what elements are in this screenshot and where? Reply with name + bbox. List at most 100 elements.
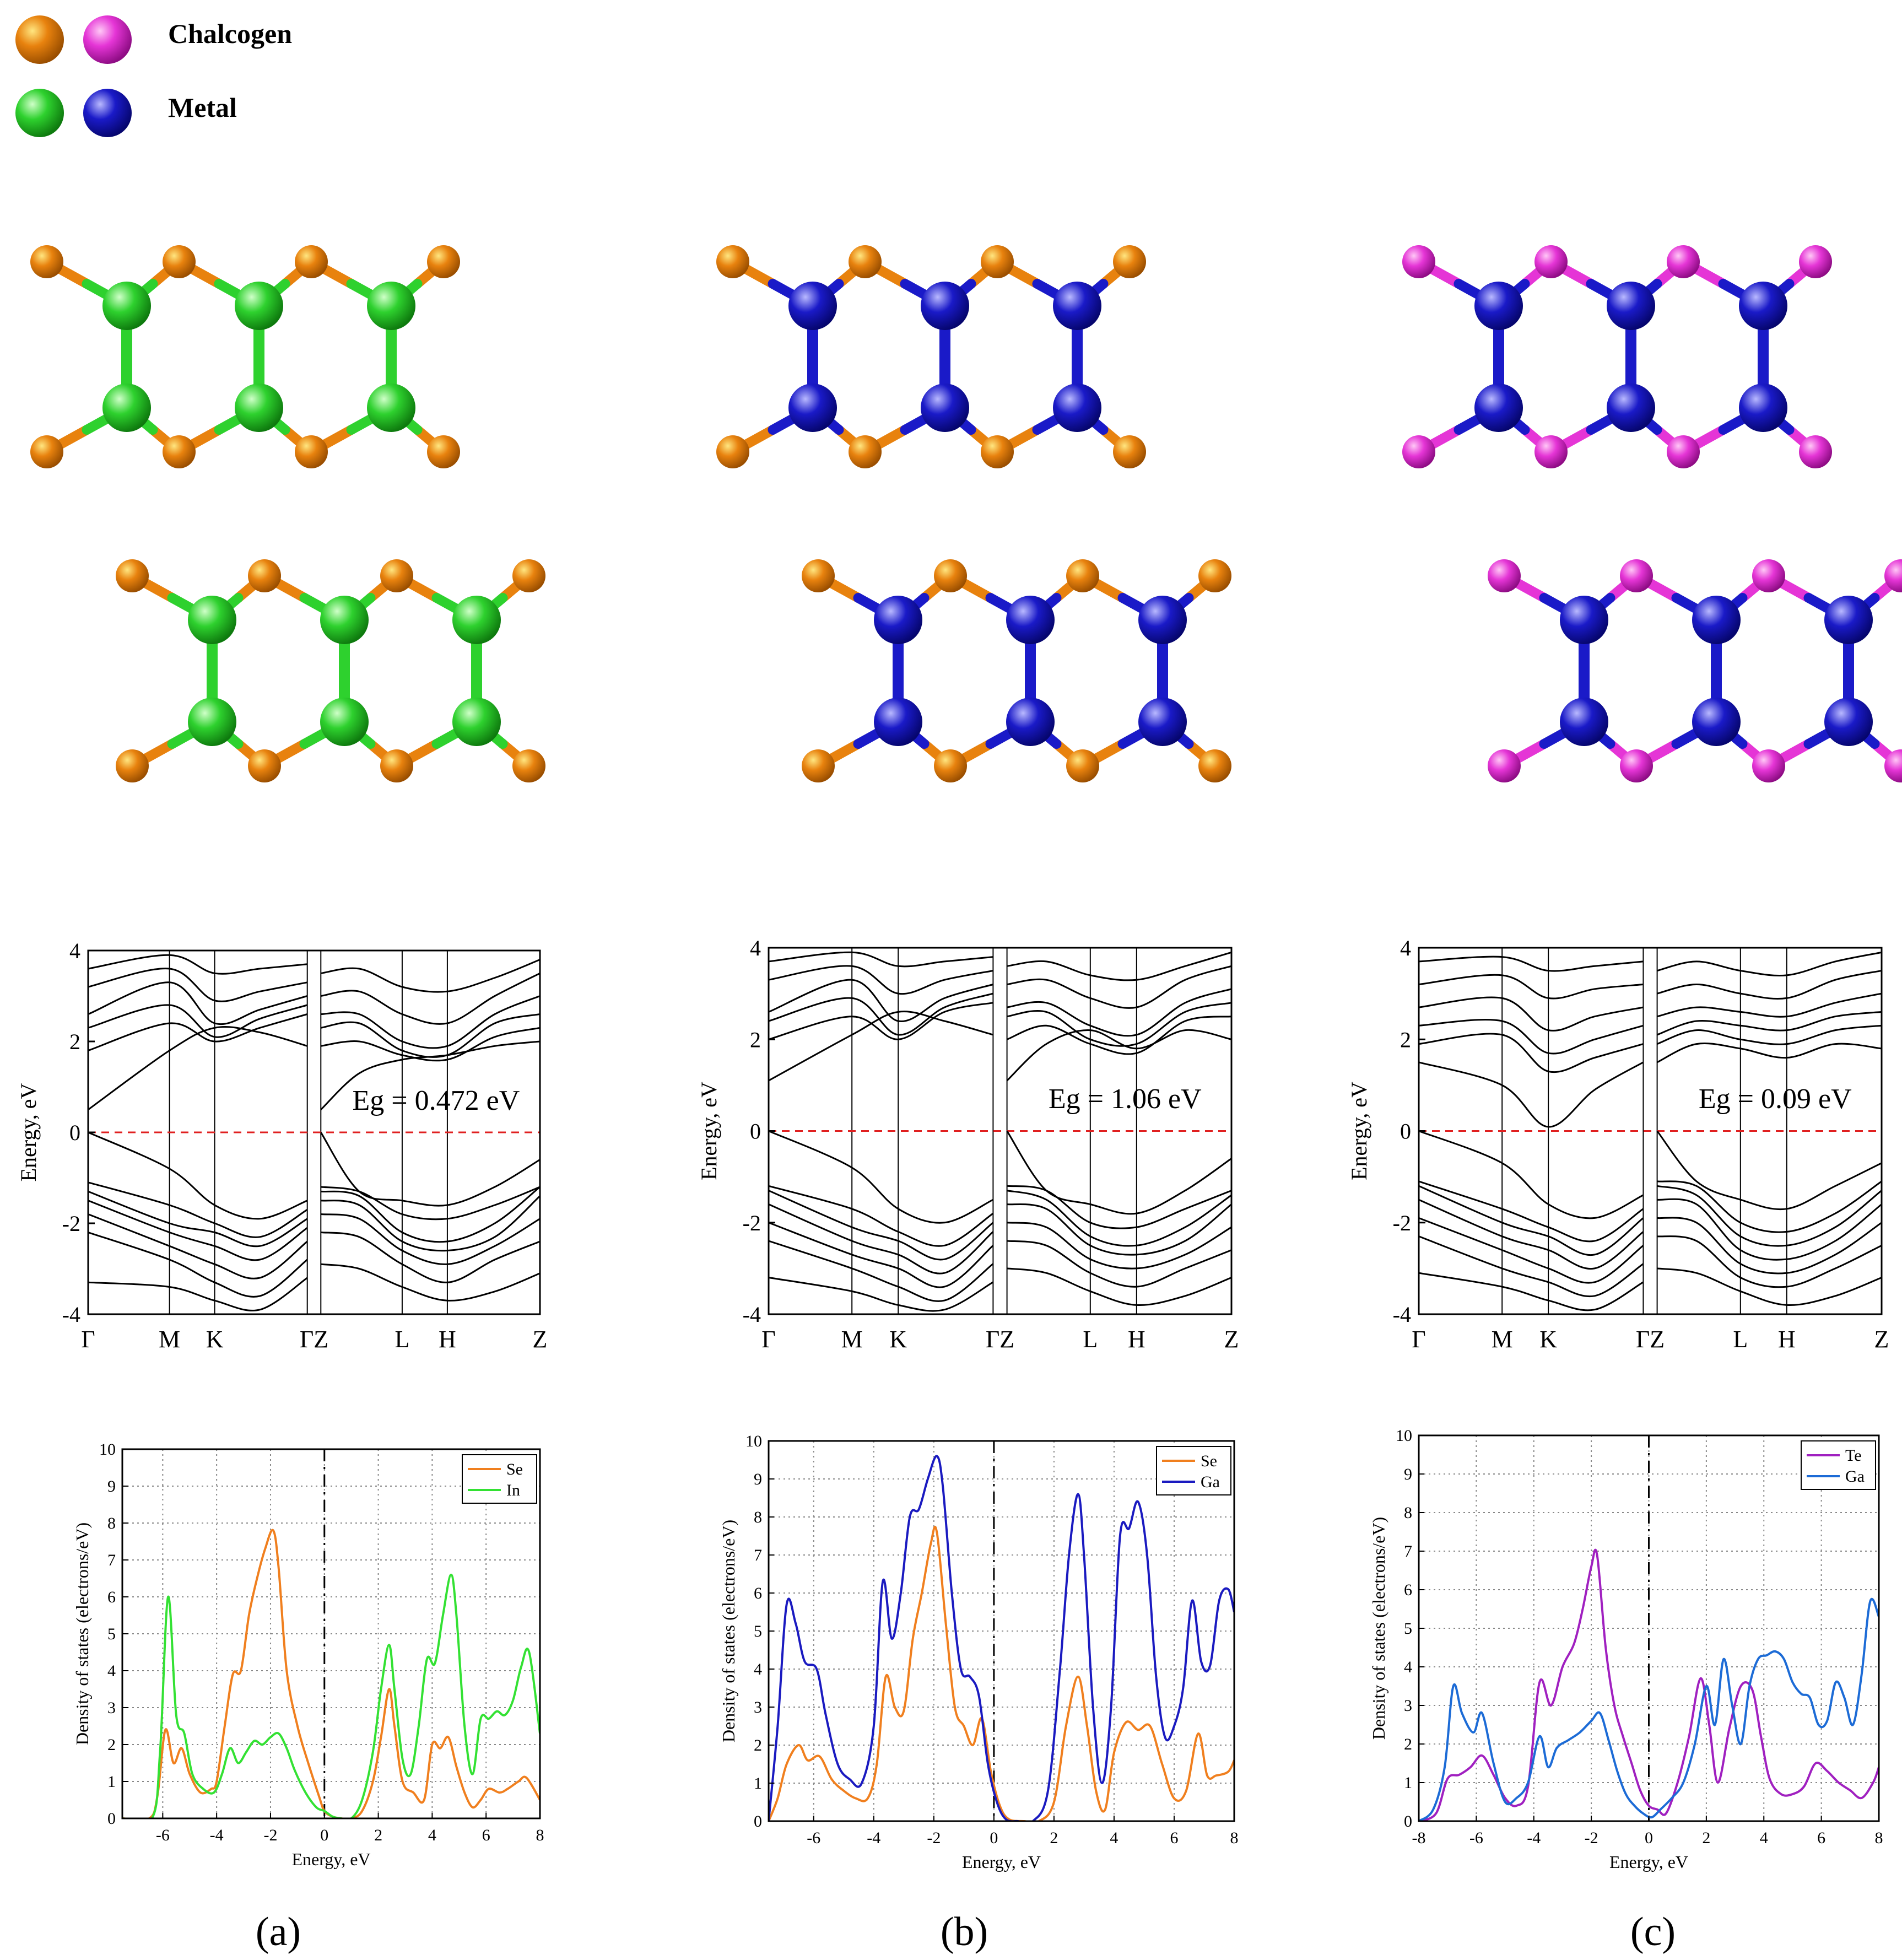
metal-atom — [1739, 384, 1787, 432]
kpoint-label: L — [1083, 1326, 1098, 1353]
chalcogen-atom — [1066, 749, 1099, 782]
legend-metal-green-atom — [15, 89, 64, 137]
metal-atom — [1138, 596, 1187, 644]
valence-band — [1656, 1130, 1882, 1211]
conduction-band — [1657, 1024, 1882, 1045]
chalcogen-atom — [934, 559, 967, 592]
y-tick-label: -4 — [62, 1302, 80, 1327]
conduction-band — [321, 972, 540, 1025]
x-tick-label: 6 — [1817, 1829, 1825, 1847]
legend-entry-Te: Te — [1845, 1446, 1862, 1465]
conduction-band — [1656, 1042, 1882, 1063]
y-tick-label: 5 — [754, 1622, 762, 1640]
conduction-band — [769, 1002, 993, 1040]
valence-band — [321, 1195, 540, 1252]
y-tick-label: 0 — [107, 1810, 116, 1828]
metal-atom — [1560, 698, 1608, 746]
valence-band — [1007, 1240, 1231, 1288]
chalcogen-atom — [1198, 559, 1231, 592]
metal-atom — [188, 596, 236, 644]
y-tick-label: 2 — [69, 1029, 80, 1054]
legend-box — [1801, 1440, 1876, 1490]
conduction-band — [88, 1013, 308, 1051]
conduction-band — [1007, 988, 1231, 1037]
conduction-band — [1657, 1011, 1882, 1036]
panel-label-c: (c) — [1630, 1909, 1676, 1954]
y-tick-label: 6 — [107, 1588, 116, 1606]
band-chart-c: 4 2 0 -2 -4 Energy, eV Γ M K ΓZ L H Z Eg = 0.09 eV — [1347, 936, 1889, 1353]
y-tick-label: 0 — [1404, 1812, 1412, 1831]
chalcogen-atom — [116, 559, 149, 592]
y-tick-label: 7 — [107, 1551, 116, 1569]
kpoint-label: M — [841, 1326, 863, 1353]
metal-atom — [1138, 698, 1187, 746]
conduction-band — [1657, 951, 1882, 976]
chalcogen-atom — [30, 245, 63, 278]
y-tick-label: 0 — [750, 1119, 761, 1144]
kpoint-label: ΓZ — [300, 1326, 328, 1353]
x-tick-label: -6 — [807, 1829, 820, 1847]
conduction-band — [1657, 970, 1882, 1000]
valence-band — [321, 1263, 540, 1302]
y-tick-label: -2 — [743, 1211, 761, 1235]
y-tick-label: 10 — [745, 1432, 762, 1450]
chalcogen-atom — [1402, 245, 1435, 278]
metal-atom — [1824, 698, 1873, 746]
layer-1 — [1402, 245, 1832, 468]
valence-band — [1419, 1185, 1644, 1256]
conduction-band — [1007, 951, 1231, 981]
kpoint-label: M — [1492, 1326, 1513, 1353]
layer-1 — [716, 245, 1146, 468]
valence-band — [88, 1213, 308, 1279]
metal-atom — [1006, 698, 1055, 746]
chalcogen-atom — [1488, 559, 1521, 592]
conduction-band — [88, 981, 308, 1025]
y-tick-label: 4 — [1404, 1658, 1412, 1676]
conduction-band — [88, 1004, 308, 1038]
kpoint-label: H — [1778, 1326, 1796, 1353]
y-axis-label: Density of states (electrons/eV) — [718, 1520, 738, 1742]
legend-box — [462, 1454, 537, 1504]
chalcogen-atom — [1620, 559, 1653, 592]
legend-chalcogen-magenta-atom — [83, 15, 132, 64]
y-tick-label: 1 — [754, 1774, 762, 1792]
structure-panel-b — [716, 245, 1231, 782]
layer-1 — [30, 245, 460, 468]
chalcogen-atom — [1534, 435, 1568, 468]
y-tick-label: 6 — [1404, 1581, 1412, 1599]
metal-atom — [1739, 282, 1787, 330]
x-tick-label: 2 — [1050, 1829, 1058, 1847]
valence-band — [88, 1181, 308, 1238]
conduction-band — [1419, 1033, 1644, 1073]
layer-2 — [802, 559, 1231, 782]
chalcogen-atom — [934, 749, 967, 782]
metal-atom — [1053, 384, 1101, 432]
layer-2 — [1488, 559, 1902, 782]
conduction-band — [321, 959, 540, 993]
valence-band — [321, 1232, 540, 1283]
chalcogen-atom — [1667, 435, 1700, 468]
layer-2 — [116, 559, 545, 782]
kpoint-label: ΓZ — [986, 1326, 1014, 1353]
y-axis-label: Density of states (electrons/eV) — [1369, 1517, 1388, 1740]
metal-atom — [921, 384, 969, 432]
metal-atom — [1474, 282, 1523, 330]
metal-atom — [102, 282, 151, 330]
conduction-band — [1419, 974, 1644, 1000]
y-tick-label: 0 — [754, 1812, 762, 1831]
dos-series — [122, 1529, 540, 1818]
x-tick-label: 6 — [482, 1826, 490, 1844]
chalcogen-atom — [1488, 749, 1521, 782]
valence-band — [320, 1132, 540, 1207]
legend-entry-In: In — [506, 1481, 520, 1499]
valence-band — [88, 1200, 308, 1261]
conduction-band — [88, 968, 307, 1002]
metal-atom — [235, 282, 283, 330]
valence-band — [1007, 1222, 1231, 1270]
chalcogen-atom — [1620, 749, 1653, 782]
chalcogen-atom — [163, 245, 196, 278]
legend-chalcogen-orange-atom — [15, 15, 64, 64]
conduction-band — [769, 1011, 993, 1082]
